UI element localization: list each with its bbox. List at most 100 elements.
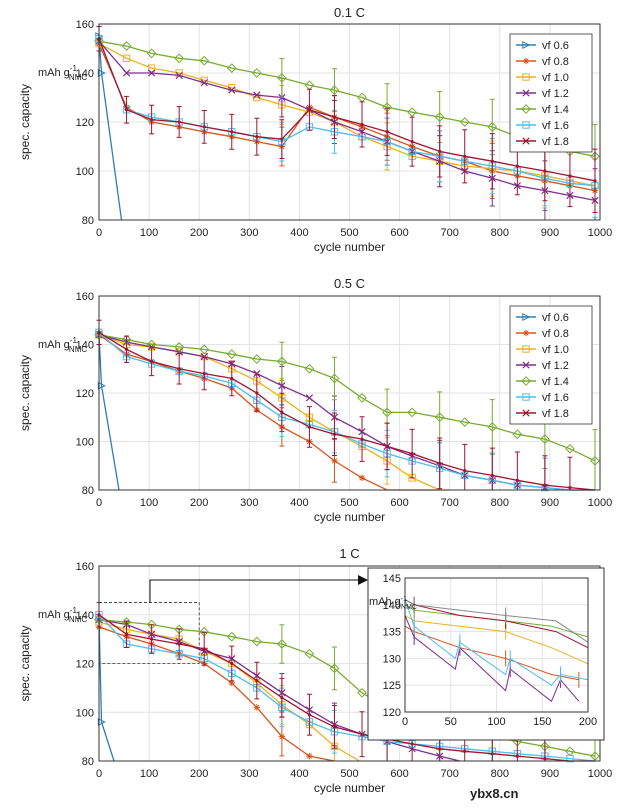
x-tick-label: 300 <box>240 497 258 509</box>
x-tick-label: 500 <box>340 497 358 509</box>
y-tick-label: 140 <box>76 610 94 622</box>
data-point <box>357 687 367 698</box>
data-point <box>332 432 337 436</box>
data-point <box>276 72 287 83</box>
legend-marker <box>522 329 530 337</box>
series-line <box>98 334 120 491</box>
y-tick-label: 120 <box>76 659 94 671</box>
data-point <box>228 86 236 94</box>
data-point <box>174 53 185 64</box>
data-point <box>590 455 600 466</box>
inset-y-tick-label: 140 <box>383 600 401 612</box>
chart-panel-0: 0 100 200 300 400 500 600 700 800 900 1000 80 100 120… <box>18 5 612 254</box>
series-line <box>98 614 596 762</box>
inset-x-tick-label: 0 <box>402 716 408 728</box>
inset-y-unit: mAh g-1 NMC <box>369 596 417 611</box>
series-line <box>98 331 596 491</box>
data-point <box>410 140 414 144</box>
data-point <box>253 369 261 378</box>
y-tick-label: 160 <box>76 291 94 303</box>
data-point <box>230 661 234 666</box>
data-point <box>307 425 312 429</box>
series-line <box>98 617 115 762</box>
inset-series-line <box>404 598 589 643</box>
legend-marker <box>522 40 531 50</box>
error-bar <box>331 646 337 691</box>
inset-x-tick-label: 100 <box>487 716 505 728</box>
y-tick-label: 80 <box>82 756 94 768</box>
legend-label: vf 1.6 <box>542 120 569 132</box>
data-point <box>174 342 185 352</box>
data-point <box>124 347 129 351</box>
legend-marker <box>522 345 530 353</box>
x-tick-label: 300 <box>240 227 258 239</box>
data-point <box>329 373 340 384</box>
error-bar <box>331 356 337 401</box>
legend-marker <box>522 73 530 81</box>
data-point <box>304 648 315 659</box>
data-point <box>150 359 154 364</box>
chart-panel-1: 0 100 200 300 400 500 600 700 800 900 1000 80 100 120… <box>18 276 612 524</box>
data-point <box>434 112 445 123</box>
legend-marker <box>522 312 531 322</box>
data-point <box>255 135 259 139</box>
x-tick-label: 0 <box>96 227 102 239</box>
data-point <box>199 55 210 66</box>
x-tick-label: 900 <box>541 768 559 780</box>
zoom-arrow-head <box>358 575 368 585</box>
x-tick-label: 500 <box>340 227 358 239</box>
data-point <box>251 636 262 647</box>
plot-frame <box>98 23 601 221</box>
data-point <box>124 108 129 112</box>
error-bar <box>279 624 285 664</box>
data-point <box>332 115 337 119</box>
x-tick-label: 200 <box>190 227 208 239</box>
y-tick-label: 80 <box>82 215 94 227</box>
inset-x-tick-label: 150 <box>533 716 551 728</box>
chart-panel-2: 0 100 200 300 400 500 600 700 800 900 100080100120… <box>18 546 612 795</box>
inset-y-tick-label: 130 <box>383 653 401 665</box>
data-point <box>360 437 364 441</box>
data-point <box>565 443 575 454</box>
y-tick-label: 160 <box>76 19 94 31</box>
y-tick-label: 140 <box>76 68 94 80</box>
data-point <box>463 154 467 158</box>
data-point <box>97 381 106 390</box>
legend-marker <box>522 57 530 65</box>
data-point <box>251 68 262 78</box>
y-tick-label: 120 <box>76 388 94 400</box>
data-point <box>463 749 467 753</box>
watermark: ybx8.cn <box>470 786 519 801</box>
x-tick-label: 700 <box>441 497 459 509</box>
data-point <box>278 382 286 390</box>
data-point <box>515 478 519 482</box>
x-tick-label: 200 <box>190 497 208 509</box>
data-point <box>253 704 261 711</box>
data-point <box>230 130 234 134</box>
data-point <box>276 639 287 649</box>
data-point <box>360 732 364 736</box>
y-tick-label: 100 <box>76 707 94 719</box>
data-point <box>539 434 550 444</box>
x-tick-label: 700 <box>441 227 459 239</box>
legend-label: vf 1.0 <box>542 344 569 356</box>
data-point <box>459 117 470 127</box>
x-tick-label: 300 <box>240 768 258 780</box>
data-point <box>438 747 442 751</box>
error-bar <box>279 57 285 98</box>
data-point <box>255 391 259 395</box>
data-point <box>593 179 597 183</box>
inset-y-tick-label: 135 <box>383 627 401 639</box>
y-tick-label: 100 <box>76 437 94 449</box>
x-tick-label: 100 <box>140 768 158 780</box>
data-point <box>332 725 337 729</box>
inset-series-line <box>404 615 580 703</box>
x-tick-label: 400 <box>290 768 308 780</box>
x-tick-label: 0 <box>96 497 102 509</box>
data-point <box>568 485 572 490</box>
data-point <box>306 752 313 760</box>
inset-x-tick-label: 200 <box>579 716 597 728</box>
data-point <box>385 444 389 448</box>
error-bar <box>567 456 573 491</box>
chart-title: 1 C <box>339 546 359 561</box>
